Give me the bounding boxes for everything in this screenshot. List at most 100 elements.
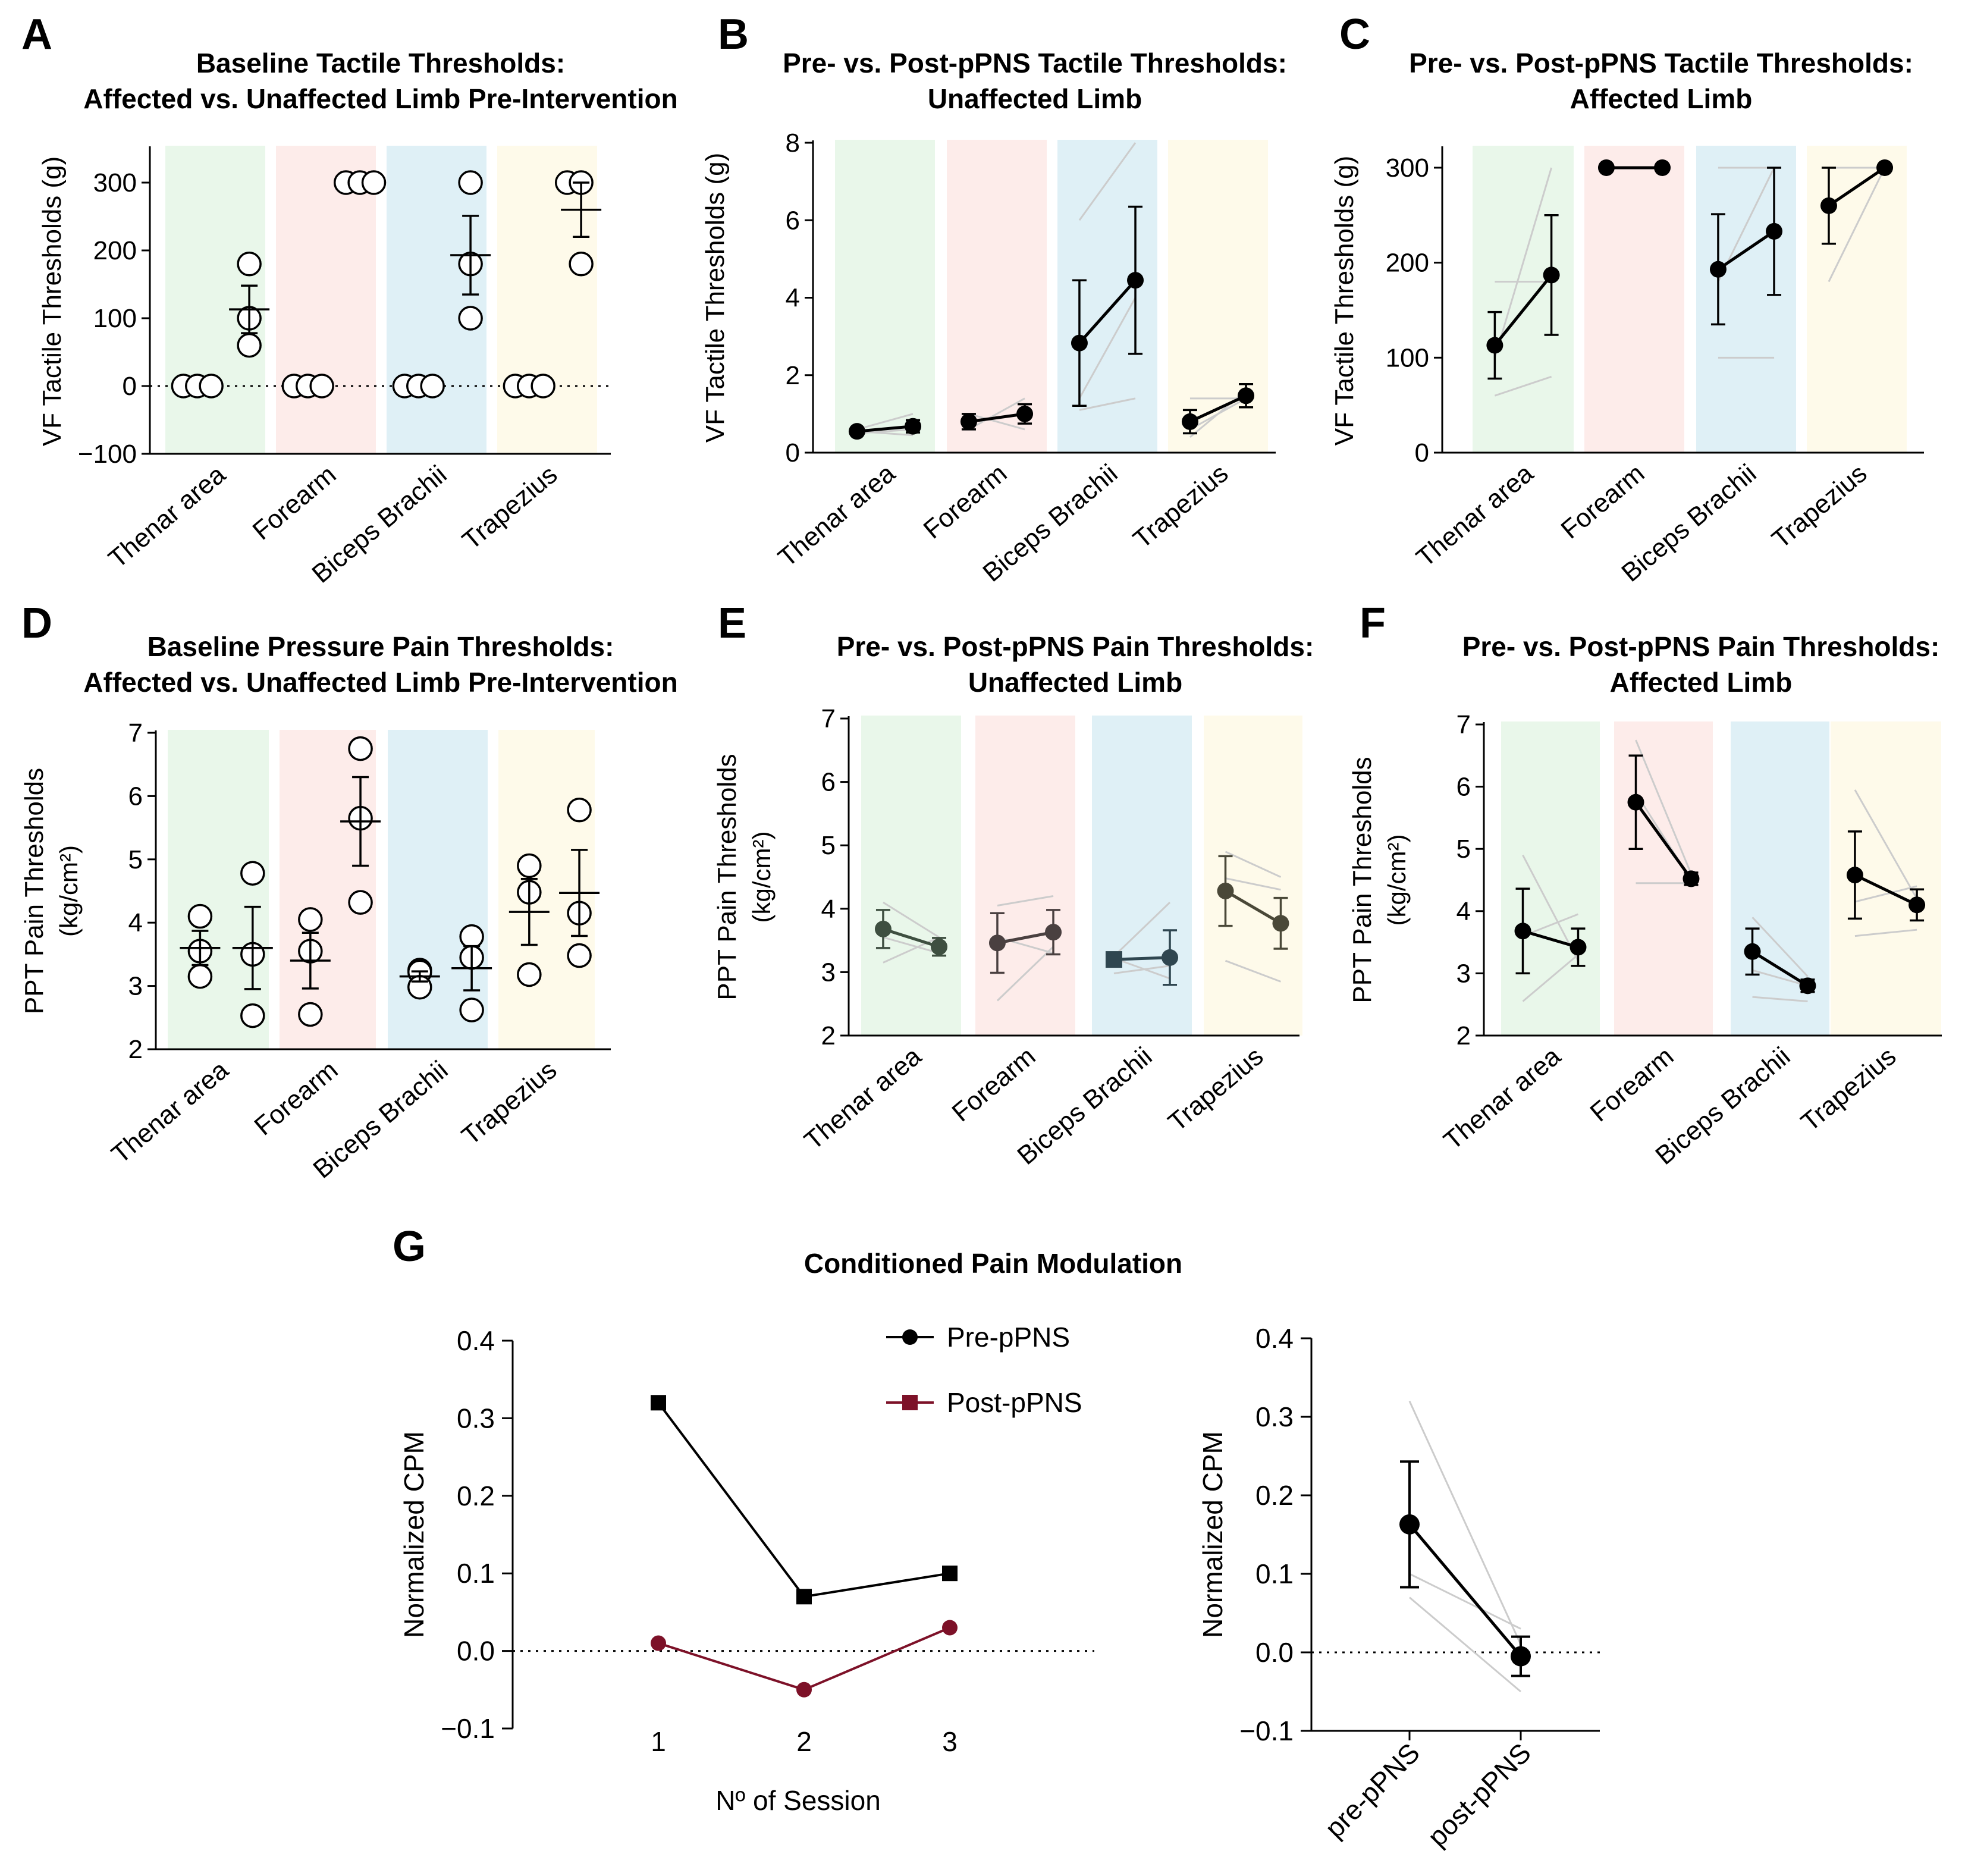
data-group [1217, 851, 1289, 983]
data-group [1846, 789, 1926, 937]
panel-c: Pre- vs. Post-pPNS Tactile Thresholds: Af… [1330, 48, 1924, 588]
x-tick-label: 1 [651, 1726, 666, 1757]
series-post-ppns [651, 1620, 958, 1698]
post-mean-marker [1909, 896, 1926, 914]
y-tick-label: 300 [93, 168, 137, 197]
pre-mean-marker [1486, 337, 1503, 354]
post-mean-marker [931, 938, 948, 955]
y-axis-label: VF Tactile Thresholds (g) [701, 153, 730, 443]
post-mean-marker [1238, 387, 1255, 404]
data-group [1709, 167, 1783, 359]
x-category-label: Thenar area [106, 1055, 234, 1169]
subject-line [1079, 397, 1136, 411]
subject-line [883, 936, 940, 954]
mean-connector [1078, 279, 1137, 344]
panel-letter-a: A [21, 11, 52, 58]
data-group [450, 170, 491, 331]
post-mean-marker [1654, 159, 1671, 176]
data-group [340, 736, 381, 915]
post-mean-marker [1543, 266, 1560, 284]
panel-letter-f: F [1360, 600, 1386, 647]
post-mean-marker [1799, 977, 1816, 995]
data-group [559, 798, 600, 968]
subject-line [968, 397, 1025, 431]
x-category-label: Trapezius [1766, 459, 1872, 554]
y-tick-label: 5 [1457, 835, 1471, 864]
post-mean-marker [1766, 222, 1783, 240]
y-tick-label: 200 [93, 236, 137, 265]
pre-mean-marker [874, 920, 892, 937]
post-mean-marker [1570, 939, 1587, 956]
y-axis-label: VF Tactile Thresholds (g) [37, 156, 67, 446]
chart-panels: Baseline Tactile Thresholds: Affected vs.… [20, 48, 1942, 1852]
data-group [1744, 917, 1816, 1002]
y-tick-label: 0 [1415, 438, 1429, 468]
category-band [1473, 146, 1574, 453]
data-point [796, 1682, 812, 1698]
data-point [567, 798, 592, 823]
mean-connector [1493, 274, 1553, 347]
data-point [569, 252, 594, 277]
panel-e: Pre- vs. Post-pPNS Pain Thresholds: Unaff… [712, 631, 1314, 1171]
subject-line [1494, 375, 1552, 397]
panel-title-line-1: Pre- vs. Post-pPNS Pain Thresholds: [837, 631, 1314, 662]
data-group [1820, 159, 1894, 283]
panel-letter-g: G [393, 1223, 426, 1270]
category-band [975, 716, 1075, 1036]
subject-line [1751, 917, 1809, 977]
category-band [1204, 716, 1302, 1036]
subject-line [996, 946, 1054, 1002]
subject-line [1493, 167, 1553, 358]
y-axis-label-line-1: PPT Pain Thresholds [712, 754, 742, 1000]
y-tick-label: 2 [786, 361, 800, 390]
x-category-label: Forearm [1556, 459, 1650, 544]
category-band [861, 716, 961, 1036]
data-point [187, 904, 213, 929]
pre-mean-marker [1514, 923, 1531, 940]
subject-line [1113, 957, 1170, 980]
mean-connector [856, 425, 914, 433]
y-tick-label: 5 [128, 845, 143, 874]
x-tick-label: 2 [796, 1726, 812, 1757]
mean-connector [997, 930, 1054, 945]
panel-a: Baseline Tactile Thresholds: Affected vs.… [37, 48, 678, 589]
x-category-label: post-pPNS [1421, 1737, 1537, 1852]
data-point [240, 1003, 265, 1028]
post-mean-marker [1162, 949, 1179, 966]
panel-g-right: −0.1 0.0 0.1 0.2 0.3 0.4 Normalized CPM pre-pPN… [1197, 1323, 1600, 1852]
post-mean-marker [1272, 915, 1289, 932]
category-band [1696, 146, 1796, 453]
subject-line [883, 901, 940, 939]
post-mean-marker [1045, 924, 1062, 941]
subject-line [1828, 167, 1886, 283]
data-group [1181, 382, 1255, 438]
data-point [796, 1589, 812, 1605]
panel-title-line-1: Pre- vs. Post-pPNS Tactile Thresholds: [783, 48, 1287, 79]
y-tick-label: 7 [821, 704, 836, 733]
mean-connector [1522, 929, 1579, 949]
data-group [333, 170, 387, 195]
y-tick-label: 4 [128, 908, 143, 937]
pre-mean-marker [1217, 882, 1234, 899]
panel-letter-e: E [718, 600, 746, 647]
data-group [1627, 739, 1700, 887]
y-axis-label-line-2: (kg/cm²) [1383, 835, 1411, 926]
y-tick-label: 0.0 [1255, 1637, 1294, 1668]
pre-mean-marker [848, 423, 865, 440]
panel-title-line-1: Pre- vs. Post-pPNS Pain Thresholds: [1462, 631, 1940, 662]
data-point [459, 924, 484, 949]
subject-line [1408, 1400, 1522, 1645]
panel-letter-d: D [21, 600, 52, 647]
data-group [229, 252, 270, 358]
pre-mean-marker [1597, 159, 1615, 176]
y-tick-label: 3 [821, 958, 836, 987]
subject-line [856, 413, 914, 431]
data-point [942, 1620, 958, 1636]
y-tick-label: 4 [821, 895, 836, 924]
panel-title-line-2: Affected Limb [1610, 667, 1793, 698]
post-mean-marker [1511, 1646, 1531, 1667]
panel-title-line-2: Affected vs. Unaffected Limb Pre-Interve… [83, 667, 677, 698]
x-category-label: Forearm [1585, 1041, 1680, 1127]
panel-g-left: −0.1 0.0 0.1 0.2 0.3 0.4 Normalized CPM 1 2 3 Nº o… [398, 1322, 1094, 1816]
x-category-label: Forearm [947, 1041, 1041, 1127]
